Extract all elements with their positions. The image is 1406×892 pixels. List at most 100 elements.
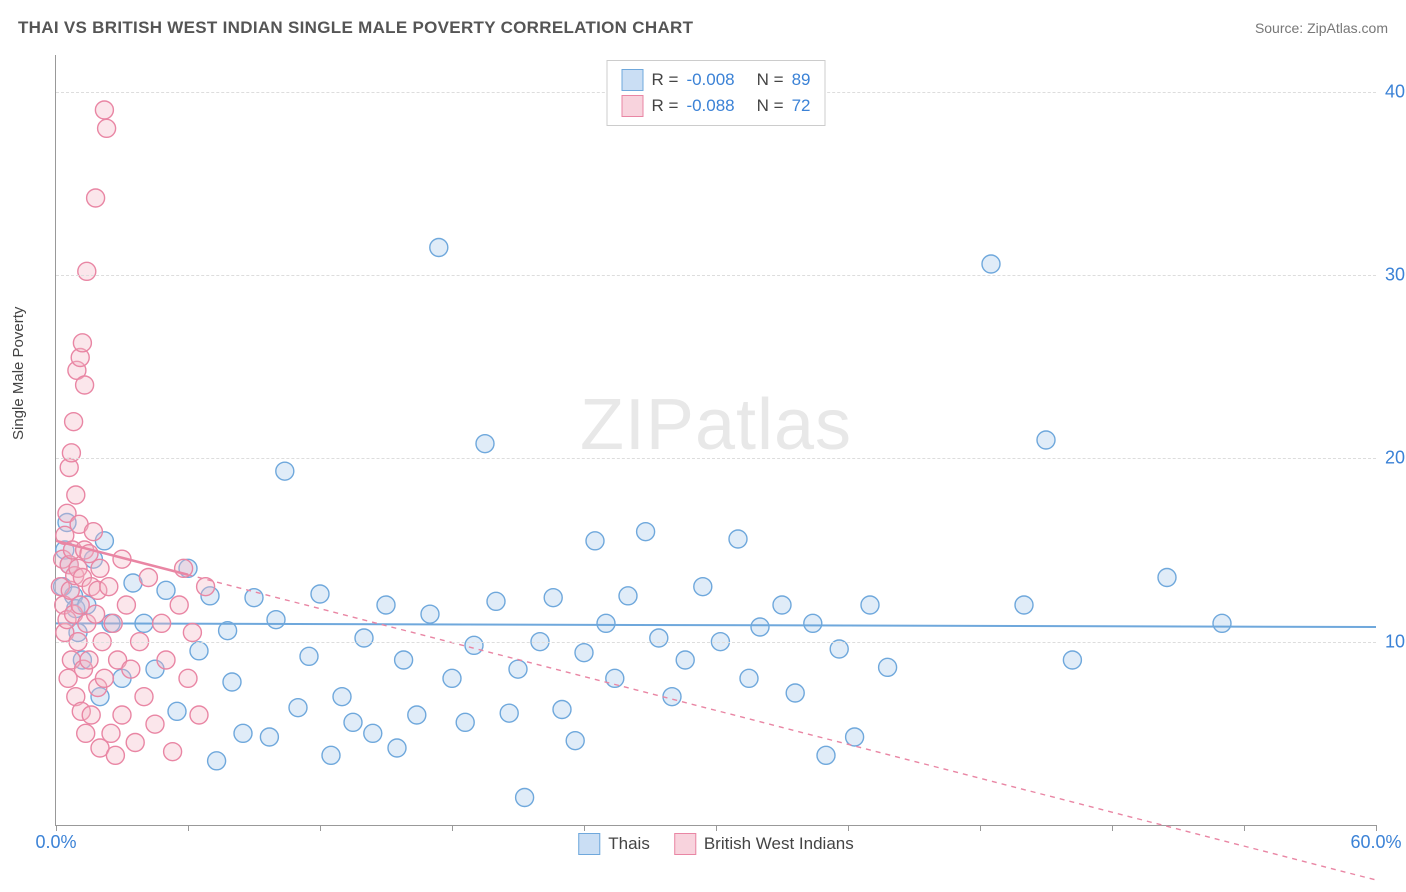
scatter-point	[170, 596, 188, 614]
scatter-point	[575, 644, 593, 662]
scatter-point	[223, 673, 241, 691]
scatter-point	[509, 660, 527, 678]
scatter-point	[1063, 651, 1081, 669]
scatter-point	[773, 596, 791, 614]
scatter-point	[300, 647, 318, 665]
y-tick-label: 10.0%	[1381, 631, 1406, 652]
scatter-point	[443, 669, 461, 687]
scatter-point	[80, 651, 98, 669]
x-axis-label-right: 60.0%	[1350, 832, 1401, 853]
legend-series-name: Thais	[608, 834, 650, 854]
scatter-point	[553, 701, 571, 719]
chart-title: THAI VS BRITISH WEST INDIAN SINGLE MALE …	[18, 18, 693, 38]
scatter-point	[388, 739, 406, 757]
x-tick	[584, 825, 585, 831]
scatter-point	[544, 589, 562, 607]
scatter-point	[663, 688, 681, 706]
scatter-point	[830, 640, 848, 658]
x-tick	[1376, 825, 1377, 831]
scatter-point	[190, 706, 208, 724]
scatter-point	[78, 262, 96, 280]
scatter-point	[87, 189, 105, 207]
y-axis-label: Single Male Poverty	[10, 307, 27, 440]
x-tick	[188, 825, 189, 831]
legend-n-value: 89	[792, 70, 811, 90]
scatter-point	[104, 614, 122, 632]
x-tick	[716, 825, 717, 831]
x-tick	[980, 825, 981, 831]
scatter-point	[135, 688, 153, 706]
scatter-point	[619, 587, 637, 605]
scatter-point	[456, 713, 474, 731]
scatter-point	[146, 715, 164, 733]
y-tick-label: 20.0%	[1381, 448, 1406, 469]
y-tick-label: 40.0%	[1381, 81, 1406, 102]
scatter-point	[260, 728, 278, 746]
scatter-point	[333, 688, 351, 706]
scatter-point	[67, 486, 85, 504]
scatter-point	[322, 746, 340, 764]
scatter-point	[267, 611, 285, 629]
x-tick	[1112, 825, 1113, 831]
scatter-point	[73, 334, 91, 352]
scatter-svg	[56, 55, 1376, 825]
legend-bottom: Thais British West Indians	[578, 833, 854, 855]
y-tick-label: 30.0%	[1381, 265, 1406, 286]
scatter-point	[982, 255, 1000, 273]
scatter-point	[500, 704, 518, 722]
scatter-point	[126, 734, 144, 752]
scatter-point	[245, 589, 263, 607]
legend-swatch	[578, 833, 600, 855]
x-tick	[452, 825, 453, 831]
scatter-point	[153, 614, 171, 632]
scatter-point	[1037, 431, 1055, 449]
scatter-point	[861, 596, 879, 614]
legend-n-value: 72	[792, 96, 811, 116]
plot-area: ZIPatlas R = -0.008N = 89R = -0.088N = 7…	[55, 55, 1376, 826]
x-tick	[320, 825, 321, 831]
scatter-point	[740, 669, 758, 687]
scatter-point	[694, 578, 712, 596]
legend-n-label: N =	[757, 70, 784, 90]
scatter-point	[168, 702, 186, 720]
legend-top-row: R = -0.008N = 89	[622, 67, 811, 93]
legend-swatch	[674, 833, 696, 855]
scatter-point	[106, 746, 124, 764]
scatter-point	[183, 624, 201, 642]
scatter-point	[82, 706, 100, 724]
legend-bottom-item: British West Indians	[674, 833, 854, 855]
scatter-point	[804, 614, 822, 632]
scatter-point	[586, 532, 604, 550]
legend-top: R = -0.008N = 89R = -0.088N = 72	[607, 60, 826, 126]
scatter-point	[597, 614, 615, 632]
legend-bottom-item: Thais	[578, 833, 650, 855]
scatter-point	[1213, 614, 1231, 632]
scatter-point	[311, 585, 329, 603]
legend-r-value: -0.008	[686, 70, 734, 90]
header: THAI VS BRITISH WEST INDIAN SINGLE MALE …	[18, 18, 1388, 38]
scatter-point	[117, 596, 135, 614]
scatter-point	[566, 732, 584, 750]
legend-n-label: N =	[757, 96, 784, 116]
scatter-point	[355, 629, 373, 647]
scatter-point	[516, 789, 534, 807]
scatter-point	[487, 592, 505, 610]
scatter-point	[208, 752, 226, 770]
scatter-point	[1015, 596, 1033, 614]
scatter-point	[421, 605, 439, 623]
scatter-point	[87, 605, 105, 623]
scatter-point	[676, 651, 694, 669]
scatter-point	[84, 523, 102, 541]
scatter-point	[77, 724, 95, 742]
scatter-point	[377, 596, 395, 614]
scatter-point	[95, 669, 113, 687]
legend-top-row: R = -0.088N = 72	[622, 93, 811, 119]
scatter-point	[139, 569, 157, 587]
scatter-point	[190, 642, 208, 660]
scatter-point	[289, 699, 307, 717]
scatter-point	[100, 578, 118, 596]
legend-r-value: -0.088	[686, 96, 734, 116]
scatter-point	[879, 658, 897, 676]
x-tick	[56, 825, 57, 831]
legend-swatch	[622, 69, 644, 91]
